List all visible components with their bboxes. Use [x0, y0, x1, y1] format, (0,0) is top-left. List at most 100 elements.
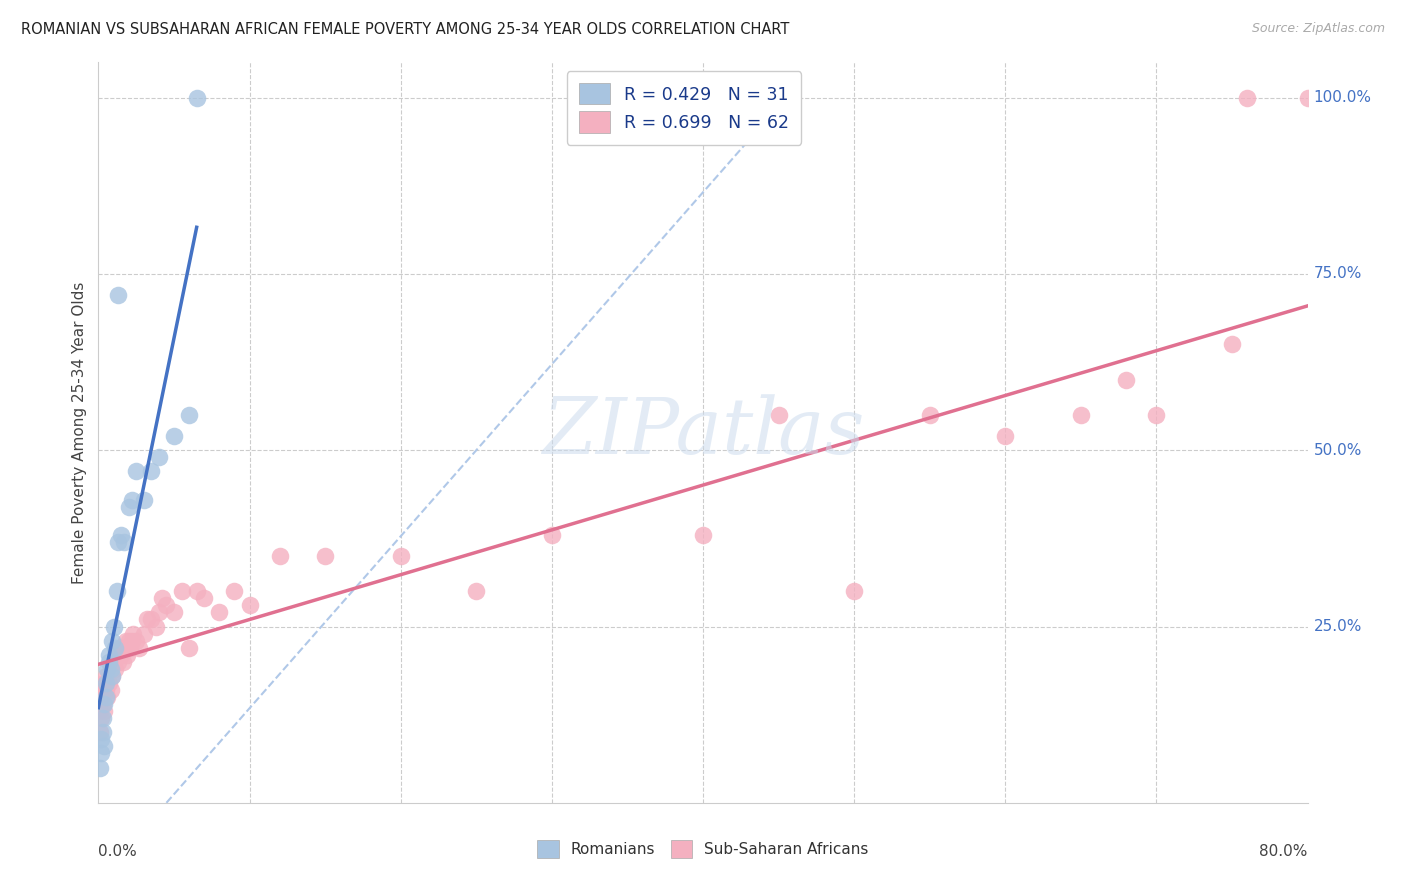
Point [1296, 91, 1319, 105]
Point [91, 683, 114, 698]
Point [98, 676, 121, 690]
Point [132, 626, 155, 640]
Text: 50.0%: 50.0% [1313, 442, 1362, 458]
Point [118, 500, 141, 514]
Point [91, 711, 114, 725]
Point [540, 528, 562, 542]
Point [104, 640, 127, 655]
Point [91, 697, 114, 711]
Point [163, 606, 186, 620]
Point [125, 464, 148, 478]
Text: 75.0%: 75.0% [1313, 267, 1362, 282]
Point [96, 690, 118, 704]
Point [114, 633, 136, 648]
Point [94, 683, 117, 698]
Point [768, 408, 790, 422]
Point [269, 549, 291, 563]
Text: 25.0%: 25.0% [1313, 619, 1362, 634]
Point [91, 725, 114, 739]
Point [128, 640, 150, 655]
Point [107, 655, 129, 669]
Text: Source: ZipAtlas.com: Source: ZipAtlas.com [1251, 22, 1385, 36]
Point [98, 648, 121, 662]
Point [1220, 337, 1243, 351]
Point [1327, 500, 1350, 514]
Point [100, 662, 122, 676]
Point [112, 535, 135, 549]
Point [135, 612, 157, 626]
Point [101, 633, 124, 648]
Point [148, 606, 170, 620]
Text: 80.0%: 80.0% [1260, 844, 1308, 858]
Point [132, 492, 155, 507]
Point [108, 640, 131, 655]
Point [179, 640, 201, 655]
Point [186, 584, 208, 599]
Point [1070, 408, 1092, 422]
Point [163, 429, 186, 443]
Point [1144, 408, 1167, 422]
Point [105, 648, 128, 662]
Point [90, 732, 112, 747]
Text: ROMANIAN VS SUBSAHARAN AFRICAN FEMALE POVERTY AMONG 25-34 YEAR OLDS CORRELATION : ROMANIAN VS SUBSAHARAN AFRICAN FEMALE PO… [21, 22, 789, 37]
Point [112, 640, 135, 655]
Point [101, 669, 124, 683]
Point [918, 408, 941, 422]
Point [844, 584, 866, 599]
Point [145, 619, 167, 633]
Point [179, 408, 201, 422]
Point [692, 528, 714, 542]
Point [90, 711, 112, 725]
Point [186, 91, 208, 105]
Point [465, 584, 488, 599]
Point [98, 655, 121, 669]
Point [1236, 91, 1258, 105]
Point [141, 464, 163, 478]
Point [89, 704, 111, 718]
Point [93, 676, 115, 690]
Point [155, 599, 177, 613]
Point [96, 662, 118, 676]
Point [103, 619, 125, 633]
Point [121, 633, 143, 648]
Point [107, 535, 129, 549]
Point [239, 599, 262, 613]
Point [208, 606, 231, 620]
Point [118, 633, 141, 648]
Point [115, 648, 138, 662]
Point [89, 725, 111, 739]
Point [103, 655, 125, 669]
Point [94, 676, 117, 690]
Point [224, 584, 246, 599]
Point [125, 633, 148, 648]
Point [170, 584, 193, 599]
Point [104, 662, 127, 676]
Y-axis label: Female Poverty Among 25-34 Year Olds: Female Poverty Among 25-34 Year Olds [72, 282, 87, 583]
Point [1115, 373, 1137, 387]
Point [107, 288, 129, 302]
Point [314, 549, 336, 563]
Point [111, 655, 134, 669]
Point [100, 683, 122, 698]
Point [93, 739, 115, 754]
Point [94, 669, 117, 683]
Text: ZIPatlas: ZIPatlas [541, 394, 865, 471]
Point [141, 612, 163, 626]
Text: 0.0%: 0.0% [98, 844, 138, 858]
Point [110, 648, 132, 662]
Point [93, 697, 115, 711]
Point [120, 640, 142, 655]
Point [994, 429, 1017, 443]
Point [105, 584, 128, 599]
Point [121, 492, 143, 507]
Point [93, 704, 115, 718]
Legend: Romanians, Sub-Saharan Africans: Romanians, Sub-Saharan Africans [537, 840, 869, 858]
Point [94, 690, 117, 704]
Point [389, 549, 412, 563]
Point [90, 690, 112, 704]
Point [110, 528, 132, 542]
Point [89, 760, 111, 774]
Point [148, 450, 170, 465]
Text: 100.0%: 100.0% [1313, 90, 1372, 105]
Point [101, 669, 124, 683]
